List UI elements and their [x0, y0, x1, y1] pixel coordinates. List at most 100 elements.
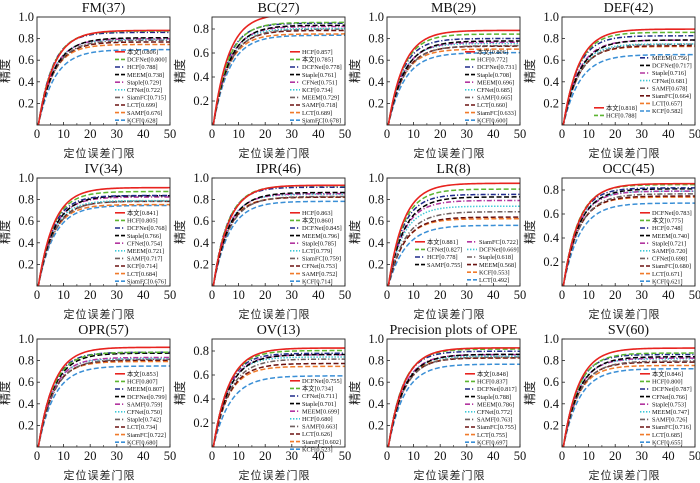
y-tick-label: 1.0 [368, 171, 384, 185]
legend-item: MEEM[0.696] [465, 79, 514, 86]
x-axis-label: 定位误差门限 [414, 146, 486, 160]
chart-title: Precision plots of OPE [390, 323, 518, 338]
legend-label: CFNet[0.772] [477, 409, 512, 416]
legend-item: HCF[0.748] [640, 225, 683, 232]
legend-item: SiamFC[0.715] [115, 95, 166, 102]
x-tick-label: 30 [461, 288, 474, 302]
series-line-lct [387, 224, 520, 286]
y-tick-label: 0.8 [543, 354, 559, 368]
series-line-siamfc [212, 365, 345, 447]
legend-label: Staple[0.618] [479, 254, 513, 261]
legend-label: SAMF[0.717] [127, 256, 163, 263]
legend-label: 本文[0.853] [127, 369, 158, 378]
y-axis-label: 精度 [172, 220, 187, 244]
legend-item: SAMF[0.763] [465, 417, 513, 424]
x-axis-label: 定位误差门限 [589, 146, 661, 160]
legend: 本文[0.806]DCFNet[0.800]HCF[0.788]MEEM[0.7… [115, 47, 167, 124]
chart-svg: IPR(46) 0 10 20 30 40 50 0.2 0.4 0.6 0.8 1.0 定位误差门限 精… [172, 162, 351, 321]
legend: DCFNet[0.755]本文[0.734]CFNet[0.711]Staple… [290, 378, 342, 453]
x-axis-label: 定位误差门限 [64, 468, 136, 482]
y-tick-label: 0.2 [18, 257, 34, 271]
x-tick-label: 50 [514, 449, 527, 463]
legend-item: HCF[0.807] [115, 379, 158, 386]
legend-item: 本文[0.853] [115, 369, 158, 378]
y-tick-label: 0.2 [193, 94, 209, 108]
legend-label: SAMF[0.676] [127, 110, 163, 117]
x-tick-label: 10 [407, 127, 420, 141]
legend-item: 本文[0.806] [465, 47, 508, 56]
legend: 本文[0.881]CFNet[0.827]HCF[0.778]SAMF[0.75… [415, 237, 519, 284]
x-tick-label: 20 [609, 288, 622, 302]
chart-title: FM(37) [82, 1, 126, 16]
chart-title: DEF(42) [604, 1, 654, 16]
chart-panel: FM(37) 0 10 20 30 40 50 0.2 0.4 0.6 0.8 1.0 定位误差门限 精度… [0, 0, 176, 161]
legend-label: DCFNet[0.800] [127, 57, 167, 64]
series-line-samf [562, 43, 695, 125]
legend-item: SiamFC[0.759] [290, 256, 341, 263]
x-tick-label: 20 [84, 288, 97, 302]
y-tick-label: 1.0 [193, 171, 209, 185]
legend-label: SAMF[0.678] [652, 85, 688, 92]
series-line-lct [37, 41, 170, 125]
legend-item: 本文[0.841] [115, 208, 158, 217]
chart-title: OPR(57) [78, 323, 129, 338]
y-tick-label: 0.8 [18, 354, 34, 368]
legend-item: HCF[0.857] [290, 49, 333, 56]
series-line-cfnet [562, 193, 695, 286]
legend-label: SiamFC[0.722] [479, 239, 518, 246]
legend-item: 本文[0.775] [640, 216, 683, 225]
series-line-cfnet [562, 43, 695, 125]
legend-label: Staple[0.766] [127, 233, 161, 240]
x-tick-label: 40 [662, 288, 675, 302]
legend-label: LCT[0.734] [127, 424, 157, 431]
legend-label: 本文[0.841] [127, 208, 158, 217]
legend-label: 本文[0.848] [477, 369, 508, 378]
legend-item: Staple[0.742] [115, 417, 161, 424]
legend-item: HCF[0.800] [640, 379, 683, 386]
legend-item: HCF[0.863] [290, 210, 333, 217]
series-line-siamfc [212, 195, 345, 286]
legend-item: CFNet[0.750] [115, 409, 162, 416]
series-line-kcf [387, 363, 520, 447]
y-tick-label: 0.6 [543, 53, 559, 67]
legend-label: KCF[0.655] [652, 439, 683, 446]
y-tick-label: 0.2 [543, 418, 559, 432]
curves-group [562, 182, 695, 286]
y-tick-label: 0.6 [18, 375, 34, 389]
legend-item: HCF[0.837] [465, 379, 508, 386]
legend-label: MEEM[0.807] [127, 386, 164, 393]
x-tick-label: 20 [259, 127, 272, 141]
series-line-hcf [212, 184, 345, 286]
y-tick-label: 0.2 [368, 96, 384, 110]
legend-item: Staple[0.721] [640, 240, 686, 247]
legend-item: CFNet[0.722] [115, 87, 162, 94]
legend-item: DCFNet[0.778] [290, 64, 342, 71]
series-line-proposed [562, 347, 695, 447]
x-axis-label: 定位误差门限 [414, 468, 486, 482]
legend-label: DCFNet[0.783] [652, 210, 692, 217]
legend-label: HCF[0.837] [477, 379, 508, 386]
x-tick-label: 10 [407, 449, 420, 463]
legend-label: HCF[0.772] [477, 57, 508, 64]
x-tick-label: 10 [582, 288, 595, 302]
legend-label: KCF[0.714] [302, 278, 333, 285]
chart-svg: BC(27) 0 10 20 30 40 50 0.2 0.4 0.6 0.8 定位误差门限 精度 HCF… [172, 1, 351, 160]
y-tick-label: 0.8 [543, 183, 559, 197]
legend-item: SAMF[0.720] [640, 248, 688, 255]
legend-item: 本文[0.806] [115, 47, 158, 56]
legend-item: SiamFC[0.722] [115, 432, 166, 439]
x-tick-label: 50 [689, 449, 700, 463]
y-tick-label: 0.6 [18, 214, 34, 228]
series-line-proposed [37, 29, 170, 125]
legend-label: LCT[0.657] [652, 101, 682, 108]
series-line-samf [387, 196, 520, 286]
legend-label: SAMF[0.759] [127, 401, 163, 408]
legend-label: Staple[0.716] [652, 70, 686, 77]
legend-item: KCF[0.655] [640, 439, 683, 446]
series-line-staple [562, 357, 695, 447]
series-line-kcf [212, 200, 345, 286]
series-line-staple [387, 353, 520, 447]
y-tick-label: 0.4 [193, 70, 209, 84]
legend-item: SAMF[0.752] [290, 271, 338, 278]
curves-group [212, 17, 345, 125]
